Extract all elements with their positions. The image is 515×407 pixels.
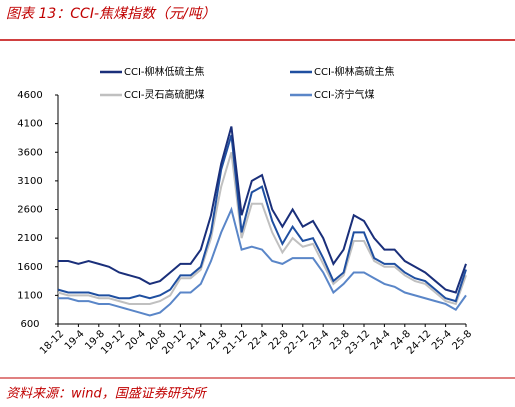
x-tick-label: 20-4: [124, 328, 148, 352]
x-tick-label: 24-4: [369, 328, 393, 352]
y-tick-label: 4600: [17, 90, 42, 101]
legend-label: CCI-灵石高硫肥煤: [124, 88, 205, 101]
x-tick-label: 21-4: [185, 328, 209, 352]
series-line: [57, 151, 467, 306]
y-tick-label: 3600: [17, 147, 42, 158]
y-tick-label: 2600: [17, 205, 42, 216]
y-tick-label: 600: [20, 319, 39, 330]
series-line: [58, 126, 467, 294]
x-tick-label: 22-4: [246, 328, 270, 352]
x-tick-label: 19-4: [63, 328, 87, 352]
x-tick-label: 25-8: [450, 328, 474, 352]
y-tick-label: 1100: [17, 290, 42, 301]
series-line: [57, 134, 467, 303]
legend-label: CCI-柳林低硫主焦: [124, 65, 205, 78]
y-tick-label: 1600: [17, 262, 42, 273]
series-line: [58, 206, 467, 317]
y-tick-label: 4100: [17, 119, 42, 130]
y-tick-label: 3100: [17, 176, 42, 187]
legend-label: CCI-柳林高硫主焦: [314, 65, 395, 78]
x-tick-label: 18-12: [38, 328, 66, 356]
x-tick-label: 23-4: [308, 328, 332, 352]
source: 资料来源：wind，国盛证券研究所: [6, 386, 208, 402]
y-tick-label: 2100: [17, 233, 42, 244]
x-tick-label: 25-4: [430, 328, 454, 352]
legend-label: CCI-济宁气煤: [314, 88, 375, 101]
chart-title: 图表 13：CCI-焦煤指数（元/吨）: [6, 6, 216, 22]
